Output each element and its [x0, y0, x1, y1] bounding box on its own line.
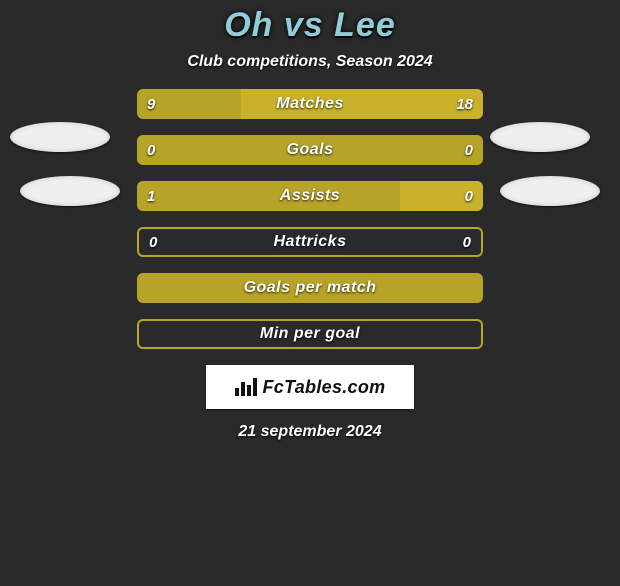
stat-bars: 918Matches 00Goals 10Assists 0 0Hattricks Goa…: [137, 89, 483, 349]
player-left-avatar-1: [10, 122, 110, 152]
brand-text: FcTables.com: [263, 377, 386, 398]
stat-bar-goals-per-match: Goals per match: [137, 273, 483, 303]
stat-label: Min per goal: [139, 321, 481, 347]
stat-bar-goals: 00Goals: [137, 135, 483, 165]
stat-bar-left-fill: [137, 181, 400, 211]
stat-left-value: 0: [139, 229, 167, 255]
player-right-avatar-2: [500, 176, 600, 206]
stat-bar-hattricks: 0 0Hattricks: [137, 227, 483, 257]
page-date: 21 september 2024: [0, 423, 620, 441]
stat-bar-min-per-goal: Min per goal: [137, 319, 483, 349]
stat-bar-assists: 10Assists: [137, 181, 483, 211]
stat-bar-left-fill: [137, 273, 483, 303]
brand-chart-icon: [235, 378, 257, 396]
stat-bar-right-fill: [400, 181, 483, 211]
stat-bar-right-fill: [241, 89, 483, 119]
page-subtitle: Club competitions, Season 2024: [0, 53, 620, 71]
stat-right-value: 0: [453, 229, 481, 255]
comparison-area: 918Matches 00Goals 10Assists 0 0Hattricks Goa…: [0, 89, 620, 441]
stat-bar-left-fill: [137, 89, 241, 119]
page-title: Oh vs Lee: [0, 6, 620, 45]
stat-bar-left-fill: [137, 135, 483, 165]
stat-bar-matches: 918Matches: [137, 89, 483, 119]
player-right-avatar-1: [490, 122, 590, 152]
brand-badge: FcTables.com: [206, 365, 414, 409]
player-left-avatar-2: [20, 176, 120, 206]
stat-label: Hattricks: [139, 229, 481, 255]
